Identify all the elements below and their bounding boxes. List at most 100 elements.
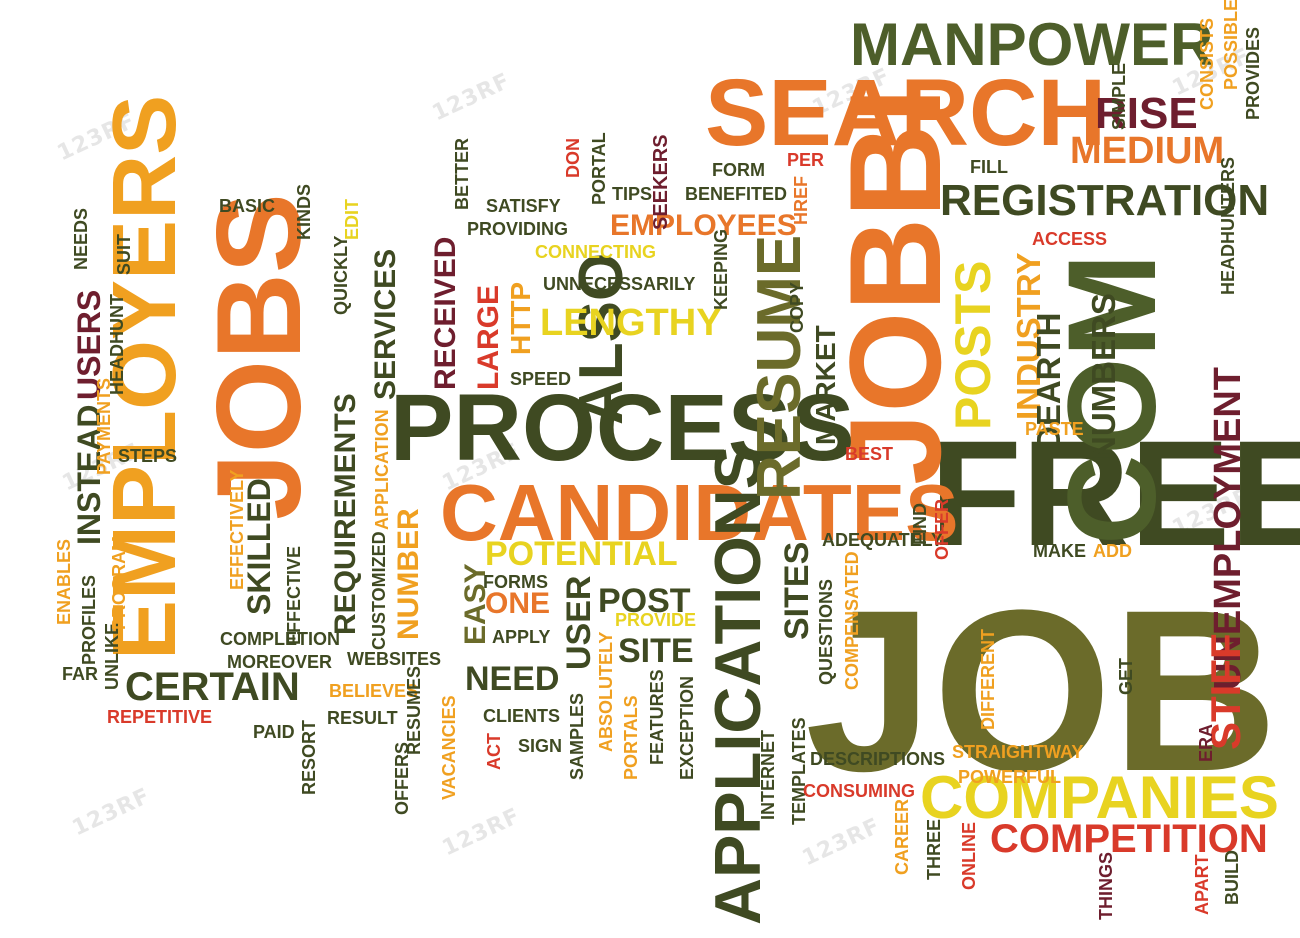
word-paste: PASTE <box>1025 419 1084 439</box>
word-employees: EMPLOYEES <box>610 209 797 242</box>
word-compensated: COMPENSATED <box>842 551 862 690</box>
word-payments: PAYMENTS <box>94 378 114 475</box>
word-best: BEST <box>845 444 893 464</box>
word-search: SEARCH <box>705 60 1106 166</box>
word-job: JOB <box>805 562 1278 819</box>
word-requirements: REQUIREMENTS <box>329 393 362 635</box>
word-different: DIFFERENT <box>978 629 998 730</box>
word-adequately: ADEQUATELY <box>822 530 943 550</box>
word-provide: PROVIDE <box>615 610 696 630</box>
word-skilled: SKILLED <box>241 478 277 615</box>
word-keeping: KEEPING <box>711 229 731 310</box>
word-market: MARKET <box>810 325 841 445</box>
word-customized: CUSTOMIZED <box>369 531 389 650</box>
word-profiles: PROFILES <box>79 575 99 665</box>
word-also: ALSO <box>567 253 636 425</box>
word-build: BUILD <box>1222 850 1242 905</box>
word-process: PROCESS <box>390 375 855 481</box>
word-portal: PORTAL <box>589 132 609 205</box>
word-kinds: KINDS <box>294 184 314 240</box>
word-employers: EMPLOYERS <box>95 95 195 660</box>
word-basic: BASIC <box>219 196 275 216</box>
word-straightway: STRAIGHTWAY <box>952 742 1083 762</box>
word-quickly: QUICKLY <box>331 236 351 315</box>
word-find: FIND <box>910 503 930 545</box>
word-vacancies: VACANCIES <box>439 695 459 800</box>
word-form: FORM <box>712 160 765 180</box>
word-moreover: MOREOVER <box>227 652 332 672</box>
word-need: NEED <box>465 660 559 698</box>
word-better: BETTER <box>452 138 472 210</box>
word-repetitive: REPETITIVE <box>107 707 212 727</box>
word-websites: WEBSITES <box>347 649 441 669</box>
word-suit: SUIT <box>114 234 134 275</box>
word-simple: SIMPLE <box>1109 63 1129 130</box>
word-fill: FILL <box>970 157 1008 177</box>
word-industry: INDUSTRY <box>1010 253 1047 420</box>
word-program: PROGRAM <box>109 536 129 630</box>
word-numbers: NUMBERS <box>1085 293 1122 460</box>
word-application: APPLICATION <box>372 409 392 530</box>
word-effective: EFFECTIVE <box>284 546 304 645</box>
word-services: SERVICES <box>369 249 402 400</box>
word-era: ERA <box>1196 724 1216 762</box>
word-completion: COMPLETION <box>220 629 340 649</box>
word-large: LARGE <box>472 285 505 390</box>
word-seekers: SEEKERS <box>650 134 672 230</box>
word-believes: BELIEVES <box>329 681 418 701</box>
word-registration: REGISTRATION <box>940 176 1269 225</box>
word-internet: INTERNET <box>758 730 778 820</box>
word-easy: EASY <box>459 563 492 645</box>
word-powerful: POWERFUL <box>958 767 1061 787</box>
word-com: COM <box>1043 253 1182 545</box>
word-features: FEATURES <box>647 669 667 765</box>
word-edit: EDIT <box>342 199 362 240</box>
word-act: ACT <box>484 733 504 770</box>
word-add: ADD <box>1093 541 1132 561</box>
word-medium: MEDIUM <box>1070 130 1224 172</box>
word-rise: RISE <box>1095 89 1198 138</box>
word-sites: SITES <box>778 542 816 640</box>
word-instead: INSTEAD <box>71 405 107 545</box>
word-companies: COMPANIES <box>920 764 1279 831</box>
word-needs: NEEDS <box>71 208 91 270</box>
word-free: FREE <box>930 409 1300 577</box>
word-far: FAR <box>62 664 98 684</box>
word-copy: COPY <box>787 282 807 333</box>
word-resort: RESORT <box>299 720 319 795</box>
word-paid: PAID <box>253 722 295 742</box>
word-things: THINGS <box>1096 852 1116 920</box>
word-enables: ENABLES <box>54 539 74 625</box>
word-stiff: STIFF <box>1202 633 1249 750</box>
word-dearth: DEARTH <box>1030 313 1067 451</box>
word-templates: TEMPLATES <box>789 717 809 825</box>
word-href: HREF <box>791 176 811 225</box>
word-potential: POTENTIAL <box>485 535 678 573</box>
word-result: RESULT <box>327 708 398 728</box>
word-make: MAKE <box>1033 541 1086 561</box>
word-get: GET <box>1116 658 1136 695</box>
word-steps: STEPS <box>118 446 177 466</box>
word-jobbi: JOBBI <box>822 88 968 485</box>
word-candidates: CANDIDATES <box>440 468 959 557</box>
word-headhunters: HEADHUNTERS <box>1218 157 1238 295</box>
word-per: PER <box>787 150 824 170</box>
word-benefited: BENEFITED <box>685 184 787 204</box>
word-provides: PROVIDES <box>1243 27 1263 120</box>
word-effectively: EFFECTIVELY <box>227 470 247 590</box>
word-consuming: CONSUMING <box>803 781 915 801</box>
word-posts: POSTS <box>945 261 1001 430</box>
word-providing: PROVIDING <box>467 219 568 239</box>
word-competition: COMPETITION <box>990 817 1268 861</box>
word-access: ACCESS <box>1032 229 1107 249</box>
word-questions: QUESTIONS <box>816 579 836 685</box>
word-unnecessarily: UNNECESSARILY <box>543 274 695 294</box>
word-certain: CERTAIN <box>125 665 300 709</box>
word-http: HTTP <box>505 282 536 355</box>
word-apply: APPLY <box>492 627 550 647</box>
word-don: DON <box>563 138 583 178</box>
word-jobs: JOBS <box>192 193 326 520</box>
word-speed: SPEED <box>510 369 571 389</box>
word-offer: OFFER <box>932 499 952 560</box>
